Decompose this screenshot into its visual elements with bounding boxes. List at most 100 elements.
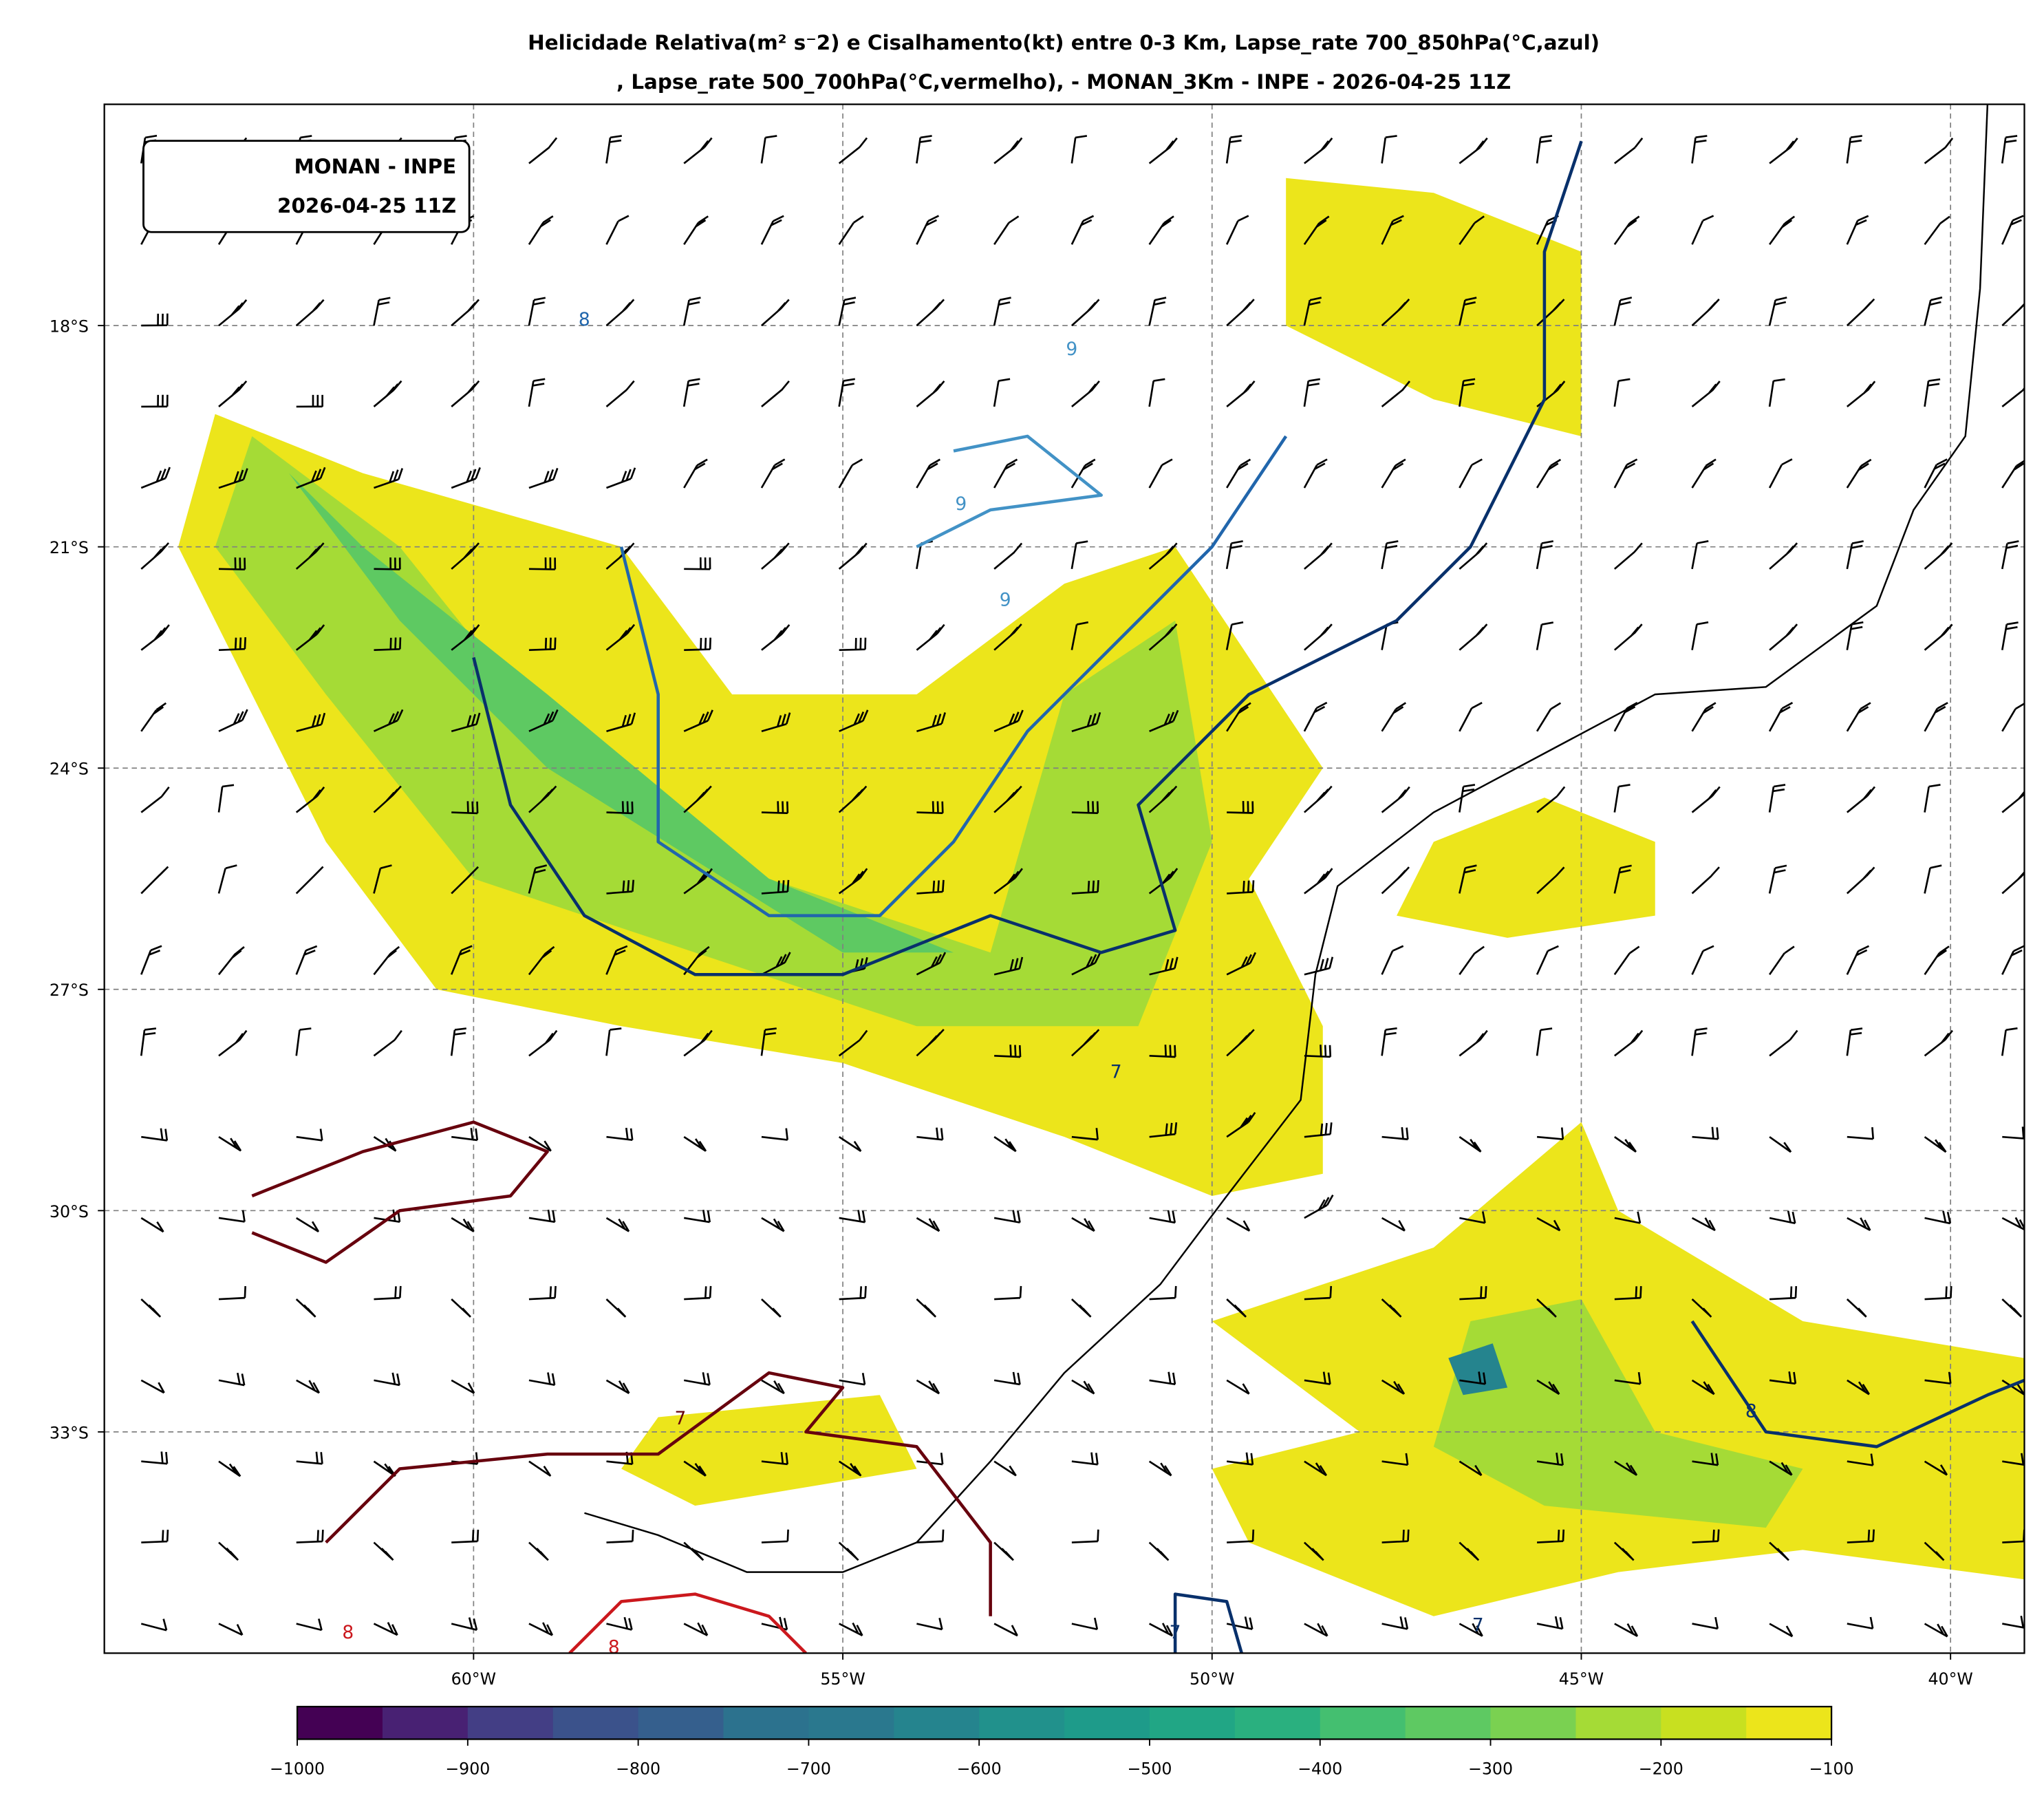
wind-barb	[1924, 215, 1950, 246]
wind-barb	[1846, 866, 1875, 895]
wind-barb	[683, 785, 712, 813]
wind-barb	[1303, 701, 1328, 732]
wind-barb	[761, 299, 790, 327]
wind-barb	[1924, 702, 1948, 732]
wind-barb	[2001, 135, 2018, 164]
wind-barb	[1149, 709, 1179, 732]
wind-barb	[1071, 1379, 1095, 1395]
colorbar-swatch	[1149, 1707, 1236, 1740]
contour-lapse-700-850	[472, 140, 1583, 976]
wind-barb	[1692, 1453, 1719, 1466]
colorbar-tick-label: −500	[1127, 1760, 1172, 1779]
contour-label: 7	[674, 1408, 686, 1429]
wind-barb	[1226, 1298, 1247, 1318]
wind-barb	[838, 215, 864, 245]
wind-barb	[140, 1027, 157, 1056]
wind-barb	[295, 299, 325, 327]
contour-lapse-700-850	[916, 434, 1103, 548]
wind-barb	[217, 864, 237, 894]
wind-barb	[528, 1136, 552, 1152]
wind-barb	[1071, 135, 1088, 164]
wind-barb	[1924, 138, 1954, 164]
wind-barb	[606, 1616, 633, 1631]
wind-barb	[1846, 215, 1869, 245]
wind-barb	[2001, 870, 2025, 895]
wind-barb	[1148, 1623, 1174, 1637]
lat-tick-label: 18°S	[50, 317, 89, 336]
wind-barb	[682, 378, 700, 407]
wind-barb	[1226, 1379, 1250, 1395]
wind-barb	[1226, 1111, 1256, 1138]
wind-barb	[528, 637, 557, 652]
wind-barb	[1381, 866, 1410, 895]
wind-barb	[1071, 215, 1095, 245]
wind-barb	[1536, 1217, 1561, 1232]
wind-barb	[683, 137, 713, 164]
wind-barb	[1071, 1217, 1095, 1232]
wind-barb	[1071, 1452, 1099, 1466]
wind-barb	[451, 1217, 475, 1232]
wind-barb	[1459, 1623, 1483, 1637]
wind-barb	[1381, 540, 1399, 570]
wind-barb	[140, 1618, 168, 1632]
wind-barb	[451, 712, 481, 732]
wind-barb	[1613, 297, 1633, 326]
wind-barb	[140, 624, 170, 651]
wind-barb	[296, 1379, 321, 1394]
wind-barb	[1071, 1128, 1099, 1141]
wind-barb	[1691, 215, 1714, 245]
wind-barb	[1304, 1623, 1328, 1637]
wind-barb	[217, 784, 235, 813]
wind-barb	[2001, 1379, 2025, 1396]
wind-barb	[1768, 702, 1794, 732]
wind-barb	[916, 1217, 940, 1232]
colorbar-swatch	[1661, 1707, 1747, 1740]
wind-barb	[140, 702, 167, 732]
wind-barb	[1227, 801, 1254, 814]
wind-barb	[218, 1286, 246, 1301]
wind-barb	[1846, 945, 1870, 975]
wind-barb	[1149, 1285, 1177, 1301]
contour-label: 9	[1066, 339, 1077, 360]
wind-barb	[1304, 785, 1333, 813]
wind-barb	[1304, 137, 1333, 164]
wind-barb	[528, 1209, 556, 1223]
wind-barb	[1536, 621, 1553, 650]
wind-barb	[1613, 458, 1638, 489]
wind-barb	[1924, 623, 1953, 651]
wind-barb	[1614, 137, 1644, 164]
wind-barb	[1614, 1286, 1642, 1301]
wind-barb	[838, 378, 856, 407]
wind-barb	[1071, 952, 1101, 976]
wind-barb	[1769, 215, 1796, 246]
wind-barb	[605, 623, 636, 651]
wind-barb	[1225, 215, 1249, 245]
wind-barb	[1924, 1460, 1948, 1476]
wind-barb	[140, 1298, 162, 1318]
wind-barb	[1459, 1541, 1480, 1561]
wind-barb	[838, 868, 868, 895]
wind-barb	[1846, 621, 1864, 650]
wind-barb	[295, 1027, 312, 1056]
wind-barb	[528, 945, 555, 976]
wind-barb	[451, 467, 481, 489]
wind-barb	[760, 458, 786, 489]
wind-barb	[839, 1622, 863, 1637]
wind-barb	[1459, 784, 1476, 813]
wind-barb	[451, 1617, 478, 1631]
wind-barb	[373, 380, 402, 407]
wind-barb	[295, 624, 325, 651]
wind-barb	[140, 786, 170, 813]
wind-barb	[373, 864, 392, 894]
wind-barb	[1381, 135, 1397, 164]
lon-tick-label: 50°W	[1190, 1669, 1234, 1689]
wind-barb	[1381, 1126, 1409, 1141]
wind-barb	[1924, 1029, 1953, 1057]
wind-barb	[761, 380, 790, 407]
wind-barb	[683, 1029, 713, 1057]
wind-barb	[1613, 623, 1643, 651]
wind-barb	[373, 297, 391, 326]
wind-barb	[1148, 215, 1174, 245]
wind-barb	[1149, 956, 1179, 976]
wind-barb	[839, 1210, 866, 1223]
